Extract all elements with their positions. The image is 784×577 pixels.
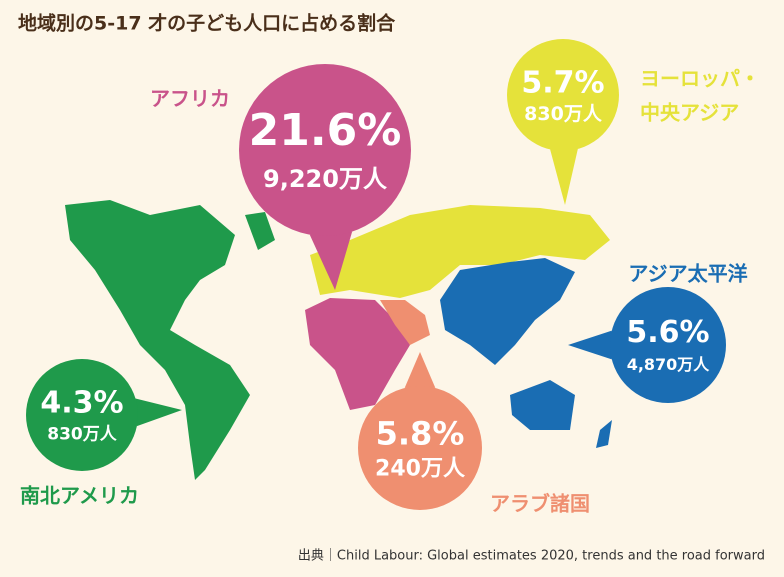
region-name: アラブ諸国 [490,492,590,516]
greenland [245,212,275,250]
australia [510,380,575,430]
share-label: 4.3% [40,385,123,420]
new-zealand [596,420,612,448]
region-name: 南北アメリカ [20,484,139,508]
bubble [239,64,411,236]
asia-pacific [440,258,575,365]
share-label: 5.8% [376,415,465,453]
population-label: 9,220万人 [263,165,387,193]
population-label: 240万人 [375,457,465,482]
title: 地域別の5-17 才の子ども人口に占める割合 [18,12,396,35]
bubble-pointer [550,148,578,205]
population-label: 4,870万人 [627,355,711,374]
share-label: 5.7% [521,65,604,100]
source: 出典｜Child Labour: Global estimates 2020, … [298,549,765,564]
region-name: ヨーロッパ・ [640,67,760,91]
bubble-pointer [309,231,353,290]
bubble [26,359,138,471]
world-map [65,200,612,480]
arab-states [380,300,430,345]
bubble-pointer [404,352,436,388]
share-label: 21.6% [249,105,402,156]
region-name: アジア太平洋 [628,262,747,286]
population-label: 830万人 [524,103,603,125]
europe-central-asia [310,205,610,298]
bubble-pointer [568,330,612,360]
bubble-pointer [135,398,182,427]
bubble [358,386,482,510]
americas [65,200,250,480]
region-name: 中央アジア [640,101,739,125]
africa [305,298,410,410]
bubble [507,39,619,151]
bubble [610,287,726,403]
share-label: 5.6% [626,315,709,350]
population-label: 830万人 [47,425,117,445]
region-name: アフリカ [150,87,230,111]
